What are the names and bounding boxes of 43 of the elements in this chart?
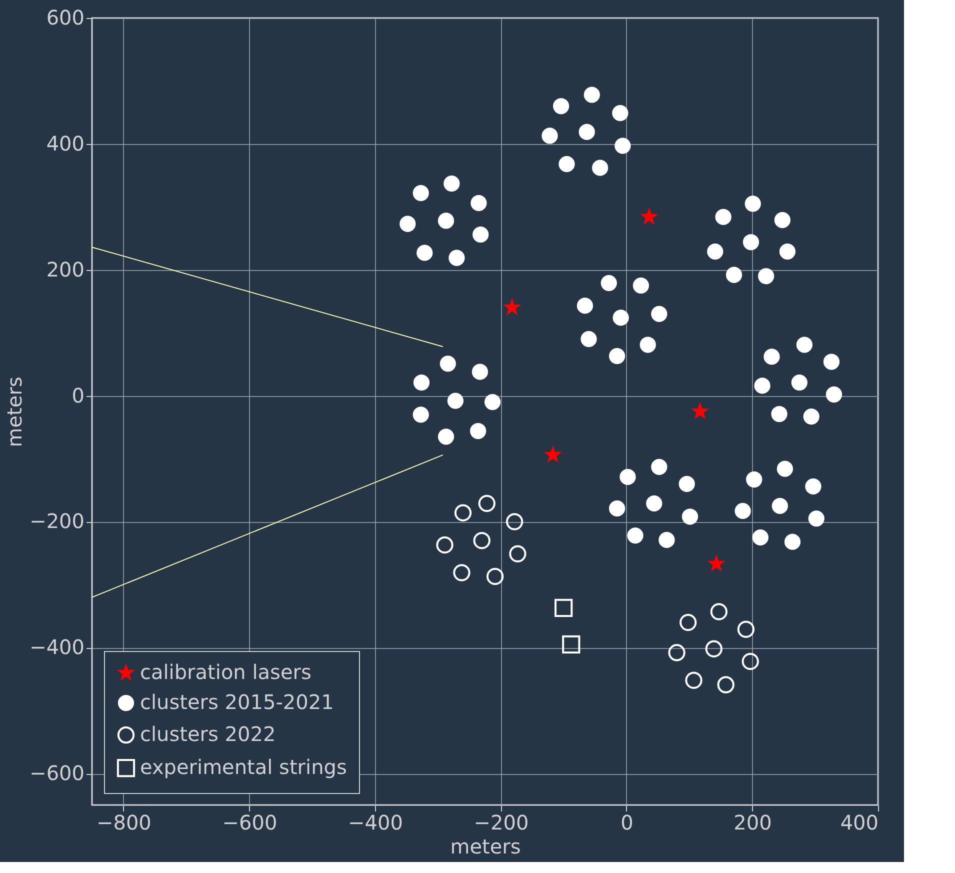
point xyxy=(705,640,722,658)
point xyxy=(709,556,724,570)
point xyxy=(692,404,708,418)
point xyxy=(478,494,496,512)
point xyxy=(554,598,573,617)
y-axis-title: meters xyxy=(2,376,27,448)
point xyxy=(504,300,520,314)
point xyxy=(668,644,686,662)
y-tick-label: 400 xyxy=(46,131,84,156)
point xyxy=(742,652,759,670)
point xyxy=(717,676,734,694)
x-tick-label: −400 xyxy=(348,810,403,834)
x-tick-label: −600 xyxy=(222,810,278,834)
point xyxy=(680,614,697,631)
point xyxy=(562,635,580,654)
point xyxy=(509,545,526,562)
legend-label: calibration lasers xyxy=(140,660,312,684)
y-tick-label: −200 xyxy=(30,509,84,534)
x-axis-title: meters xyxy=(450,834,521,858)
x-tick-label: 400 xyxy=(840,810,878,834)
x-tick-label: −200 xyxy=(474,810,529,834)
y-tick-label: 200 xyxy=(46,257,84,282)
point xyxy=(506,513,524,530)
y-tick-label: 0 xyxy=(72,383,84,408)
x-tick-label: 200 xyxy=(734,810,772,834)
y-tick-label: −600 xyxy=(30,761,84,786)
y-tick-label: 600 xyxy=(46,6,84,30)
legend-label: clusters 2015-2021 xyxy=(140,690,334,714)
point xyxy=(642,209,656,224)
point xyxy=(546,447,560,462)
x-tick-label: 0 xyxy=(620,810,634,834)
point xyxy=(436,536,454,554)
point xyxy=(710,603,728,620)
point xyxy=(685,672,702,689)
point xyxy=(473,532,490,550)
legend-label: experimental strings xyxy=(140,755,347,779)
x-tick-label: −800 xyxy=(96,810,152,834)
point xyxy=(454,504,472,522)
y-tick-label: −400 xyxy=(30,635,84,660)
point xyxy=(486,568,504,586)
legend-label: clusters 2022 xyxy=(140,722,276,746)
point xyxy=(737,620,755,638)
point xyxy=(453,564,470,582)
